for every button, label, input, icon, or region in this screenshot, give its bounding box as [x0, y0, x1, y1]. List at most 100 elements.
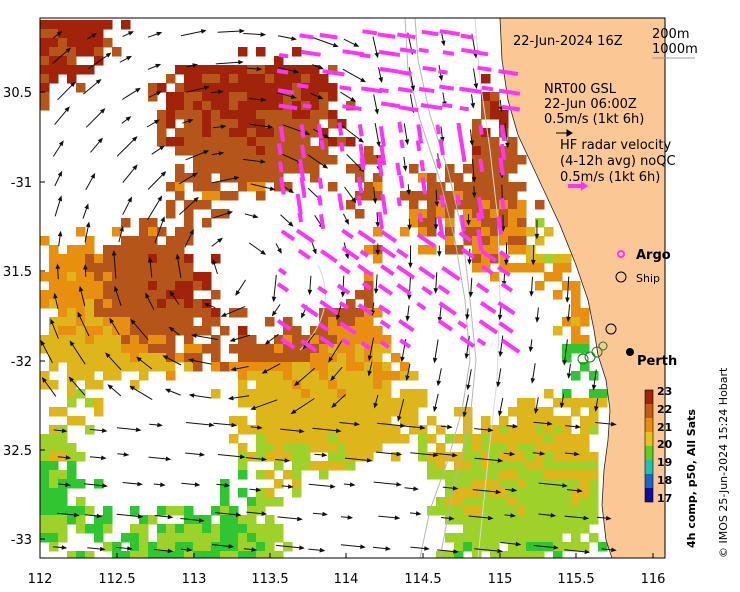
sst-cell — [85, 20, 95, 30]
gsl-arrowhead — [135, 427, 142, 433]
sst-cell — [184, 254, 194, 264]
sst-cell — [328, 92, 338, 102]
x-tick-label: 112.5 — [98, 572, 135, 587]
sst-cell — [364, 317, 374, 327]
sst-cell — [166, 335, 176, 345]
sst-cell — [490, 245, 500, 255]
gsl-arrowhead — [164, 388, 171, 394]
sst-cell — [184, 524, 194, 534]
sst-cell — [292, 74, 302, 84]
radar-arrow — [297, 212, 303, 223]
sst-cell — [364, 425, 374, 435]
sst-cell — [283, 182, 293, 192]
sst-cell — [283, 353, 293, 363]
sst-cell — [220, 110, 230, 120]
sst-cell — [76, 308, 86, 318]
sst-cell — [328, 425, 338, 435]
radar-arrow — [397, 86, 414, 93]
sst-cell — [238, 110, 248, 120]
sst-cell — [409, 164, 419, 174]
sst-cell — [301, 119, 311, 129]
sst-cell — [265, 542, 275, 552]
gsl-arrowhead — [56, 31, 63, 37]
gsl-arrowhead — [157, 195, 163, 202]
sst-cell — [94, 335, 104, 345]
sst-cell — [148, 362, 158, 372]
sst-cell — [112, 353, 122, 363]
gsl-arrowhead — [437, 251, 442, 257]
sst-cell — [94, 263, 104, 273]
gsl-arrowhead — [125, 116, 132, 122]
sst-cell — [130, 362, 140, 372]
sst-cell — [274, 155, 284, 165]
sst-cell — [247, 542, 257, 552]
sst-cell — [85, 371, 95, 381]
radar-arrow — [280, 337, 296, 350]
sst-cell — [571, 281, 581, 291]
sst-cell — [481, 236, 491, 246]
sst-cell — [76, 416, 86, 426]
gsl-arrowhead — [396, 451, 403, 457]
radar-arrow — [439, 194, 446, 208]
sst-cell — [229, 101, 239, 111]
sst-cell — [328, 182, 338, 192]
sst-cell — [157, 128, 167, 138]
sst-cell — [238, 182, 248, 192]
sst-cell — [328, 407, 338, 417]
sst-cell — [535, 488, 545, 498]
gsl-arrowhead — [322, 163, 329, 169]
sst-cell — [589, 533, 599, 543]
sst-cell — [49, 56, 59, 66]
sst-cell — [130, 380, 140, 390]
sst-cell — [346, 407, 356, 417]
sst-cell — [94, 524, 104, 534]
gsl-arrowhead — [77, 311, 83, 318]
sst-cell — [328, 308, 338, 318]
radar-arrow — [416, 232, 436, 248]
sst-cell — [526, 443, 536, 453]
radar-arrow — [378, 49, 401, 57]
gsl-arrowhead — [100, 455, 107, 461]
sst-cell — [472, 155, 482, 165]
sst-cell — [580, 479, 590, 489]
sst-cell — [490, 209, 500, 219]
radar-arrow — [361, 281, 372, 291]
gsl-arrowhead — [119, 225, 124, 232]
sst-cell — [454, 182, 464, 192]
sst-cell — [328, 110, 338, 120]
sst-cell — [535, 254, 545, 264]
radar-arrow — [498, 321, 514, 334]
sst-cell — [157, 317, 167, 327]
sst-cell — [85, 281, 95, 291]
sst-cell — [346, 317, 356, 327]
radar-arrow — [437, 319, 453, 332]
sst-cell — [526, 479, 536, 489]
sst-cell — [76, 335, 86, 345]
sst-cell — [589, 452, 599, 462]
radar-arrow — [460, 47, 481, 55]
sst-cell — [175, 281, 185, 291]
sst-cell — [256, 119, 266, 129]
sst-cell — [481, 146, 491, 156]
sst-cell — [310, 407, 320, 417]
gsl-arrowhead — [471, 192, 477, 198]
gsl-arrowhead — [487, 515, 494, 521]
sst-cell — [301, 137, 311, 147]
sst-cell — [310, 128, 320, 138]
sst-cell — [85, 335, 95, 345]
sst-cell — [130, 299, 140, 309]
sst-cell — [301, 92, 311, 102]
gsl-arrowhead — [61, 428, 68, 433]
gsl-arrowhead — [565, 297, 570, 303]
sst-cell — [166, 362, 176, 372]
sst-cell — [562, 254, 572, 264]
sst-cell — [292, 101, 302, 111]
sst-cell — [40, 101, 50, 111]
sst-cell — [490, 542, 500, 552]
sst-cell — [526, 533, 536, 543]
sst-cell — [355, 452, 365, 462]
sst-cell — [337, 434, 347, 444]
sst-cell — [76, 362, 86, 372]
sst-cell — [427, 182, 437, 192]
sst-cell — [40, 470, 50, 480]
